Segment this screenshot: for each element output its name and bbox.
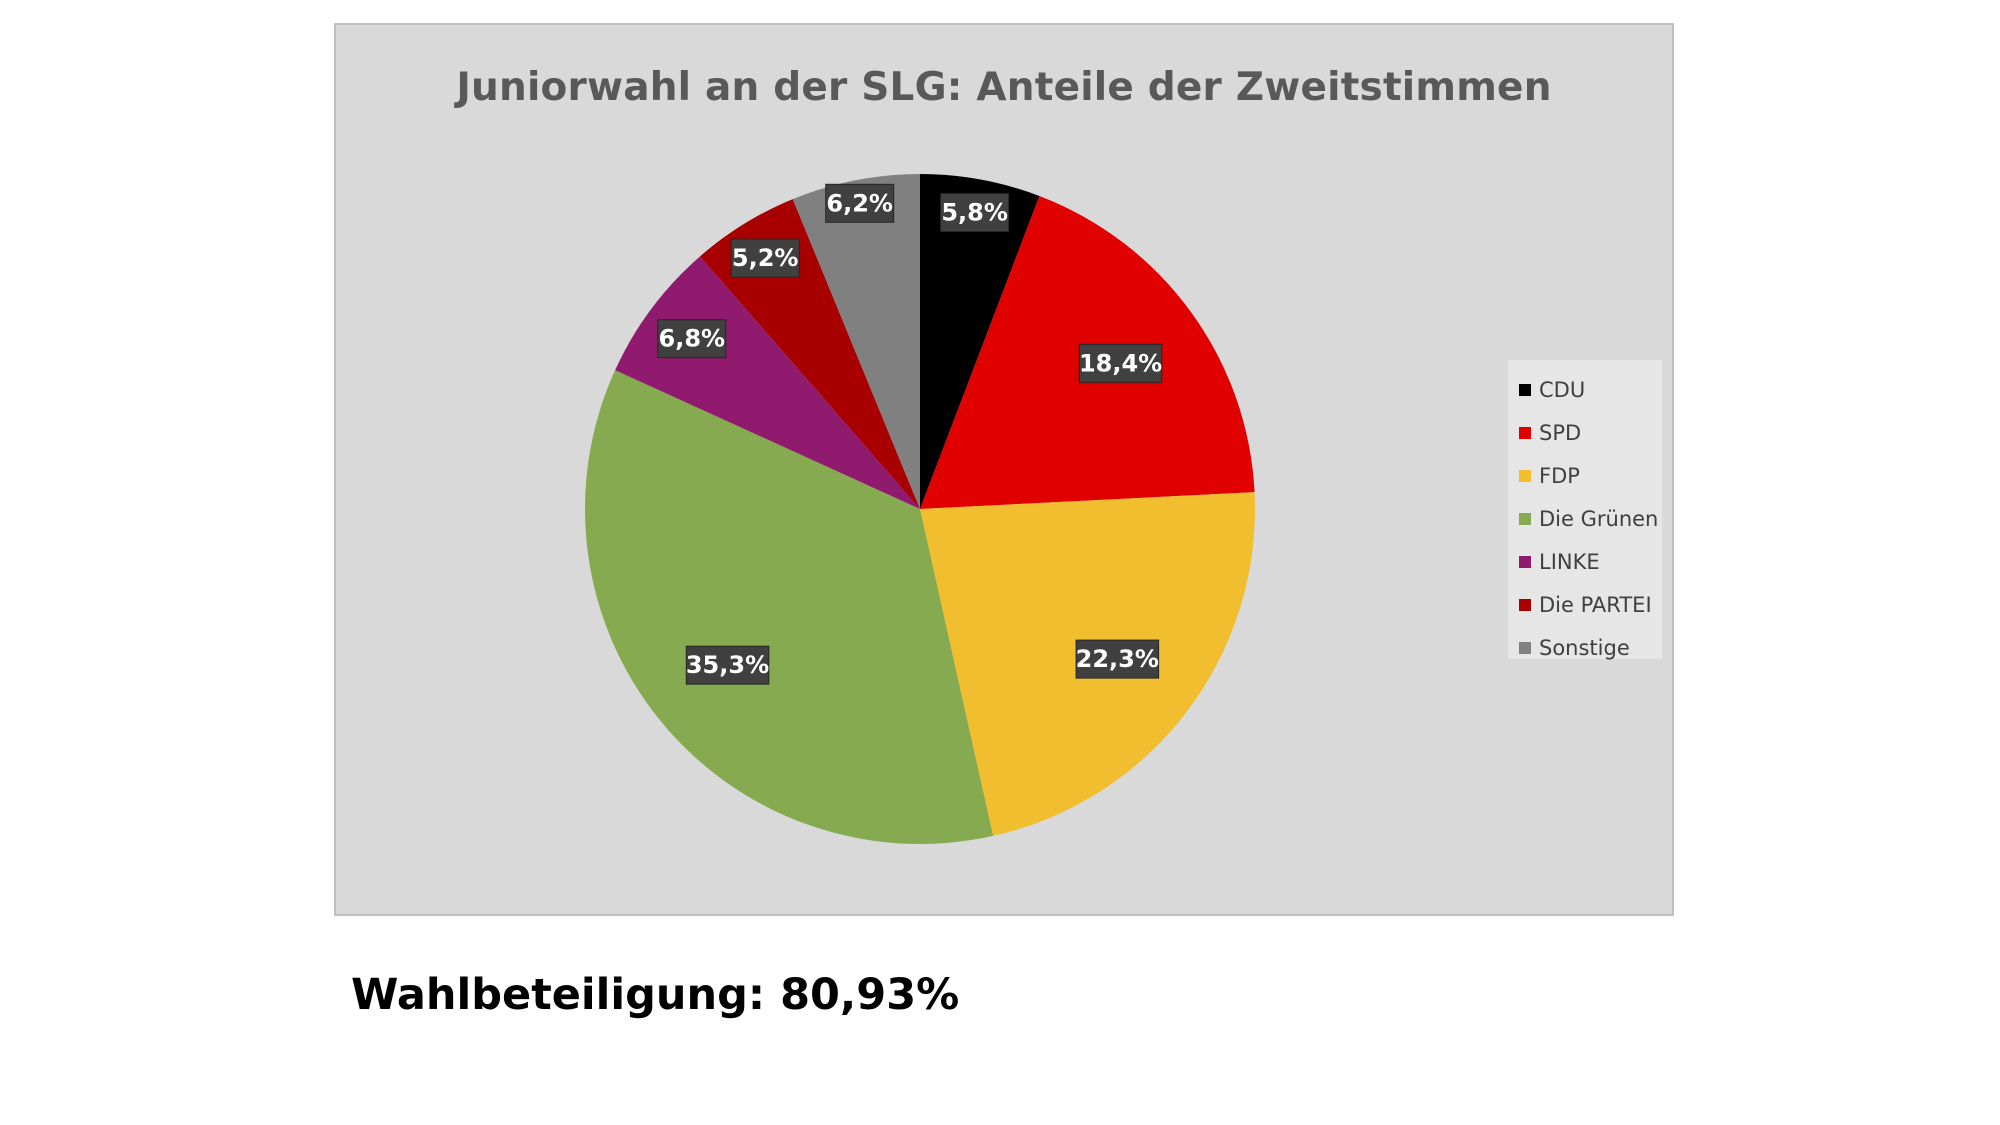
data-label-die-partei: 5,2%: [730, 238, 800, 278]
legend-item-sonstige: Sonstige: [1508, 626, 1662, 669]
data-label-fdp: 22,3%: [1075, 639, 1160, 679]
pie-chart: 5,8% 18,4% 22,3% 35,3% 6,8% 5,2% 6,2%: [584, 174, 1256, 844]
legend-item-fdp: FDP: [1508, 454, 1662, 497]
data-label-die-gruenen: 35,3%: [685, 645, 770, 685]
data-label-text-spd: 18,4%: [1079, 349, 1162, 377]
legend-swatch: [1519, 598, 1531, 611]
legend-label: Die Grünen: [1539, 506, 1659, 531]
legend-item-die-partei: Die PARTEI: [1508, 583, 1662, 626]
legend-label: SPD: [1539, 420, 1582, 445]
data-label-sonstige: 6,2%: [825, 183, 895, 223]
data-label-box-fdp: [1075, 639, 1160, 679]
data-label-text-cdu: 5,8%: [941, 199, 1008, 227]
data-label-box-die-partei: [730, 238, 800, 278]
data-label-cdu: 5,8%: [940, 193, 1010, 232]
legend-swatch: [1519, 383, 1531, 396]
turnout-text: Wahlbeteiligung: 80,93%: [351, 970, 960, 1020]
data-label-text-linke: 6,8%: [659, 325, 726, 353]
legend-swatch: [1519, 641, 1531, 654]
data-label-box-cdu: [940, 193, 1010, 232]
data-label-box-die-gruenen: [685, 645, 770, 685]
legend-label: Die PARTEI: [1539, 592, 1652, 617]
legend-label: LINKE: [1539, 549, 1600, 574]
legend-label: Sonstige: [1539, 635, 1630, 660]
data-label-linke: 6,8%: [657, 319, 727, 359]
legend-swatch: [1519, 512, 1531, 525]
pie-slice-die-gruenen: [584, 370, 994, 844]
legend-item-linke: LINKE: [1508, 540, 1662, 583]
chart-title: Juniorwahl an der SLG: Anteile der Zweit…: [456, 65, 1552, 110]
pie-slice-sonstige: [792, 174, 920, 509]
data-label-text-fdp: 22,3%: [1076, 645, 1159, 673]
data-label-text-sonstige: 6,2%: [826, 189, 893, 217]
legend-label: CDU: [1539, 377, 1586, 402]
legend-item-spd: SPD: [1508, 411, 1662, 454]
data-label-text-die-partei: 5,2%: [732, 244, 799, 272]
legend-label: FDP: [1539, 463, 1580, 488]
data-label-text-die-gruenen: 35,3%: [686, 651, 769, 679]
legend-swatch: [1519, 426, 1531, 439]
data-label-box-sonstige: [825, 183, 895, 223]
legend-swatch: [1519, 469, 1531, 482]
chart-area: Juniorwahl an der SLG: Anteile der Zweit…: [334, 23, 1674, 916]
data-label-box-spd: [1078, 343, 1163, 383]
data-label-spd: 18,4%: [1078, 343, 1163, 383]
legend-item-cdu: CDU: [1508, 368, 1662, 411]
legend-item-die-gruenen: Die Grünen: [1508, 497, 1662, 540]
legend-swatch: [1519, 555, 1531, 568]
chart-legend: CDU SPD FDP Die Grünen LINKE Die PARTEI Sonsti…: [1508, 360, 1662, 660]
pie-slice-cdu: [920, 174, 1040, 509]
data-label-box-linke: [657, 319, 727, 359]
